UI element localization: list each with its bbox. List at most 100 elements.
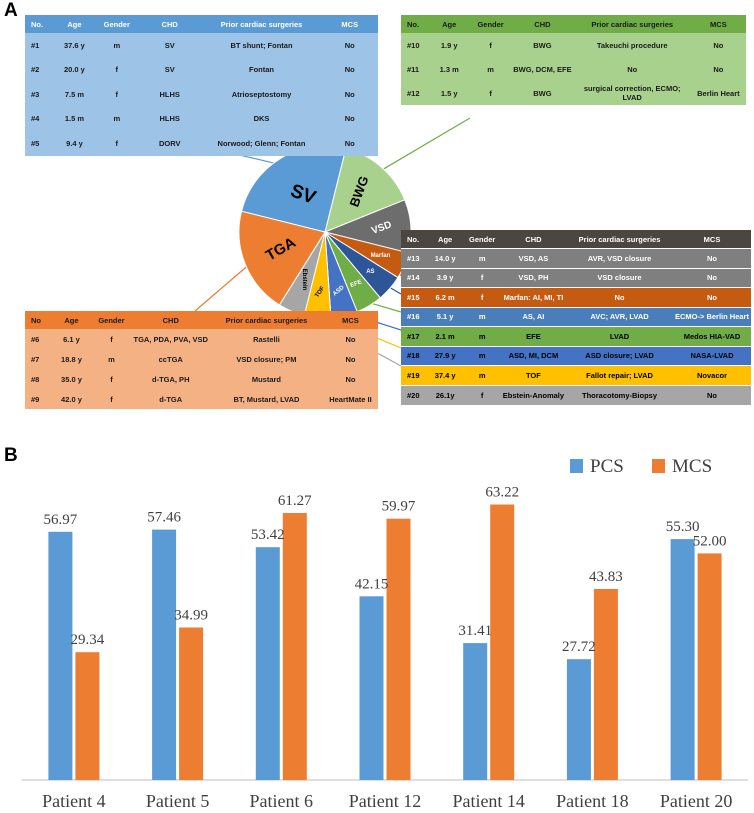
x-tick-label: Patient 6 bbox=[250, 791, 314, 811]
table-cell: HLHS bbox=[159, 89, 180, 99]
bar-mcs-patient-12 bbox=[386, 518, 411, 780]
column-header: No. bbox=[31, 19, 44, 29]
table-cell: 9.4 y bbox=[66, 138, 83, 148]
bar-chart-bars bbox=[48, 504, 722, 780]
other-chd-patient-table: No. Age Gender CHD Prior cardiac surgeries MC… bbox=[401, 230, 751, 405]
legend-label-mcs: MCS bbox=[672, 456, 712, 477]
table-cell: 1.5 m bbox=[64, 114, 84, 124]
connector-sv bbox=[204, 146, 286, 167]
table-cell: f bbox=[115, 138, 119, 148]
column-header: MCS bbox=[703, 234, 721, 244]
pie-label-tof: TOF bbox=[314, 285, 326, 298]
table-row: #4 1.5 m m HLHS DKS No bbox=[25, 106, 378, 131]
table-cell: 1.5 y bbox=[440, 88, 458, 98]
table-cell: m bbox=[478, 331, 486, 341]
table-cell: VSD, AS bbox=[518, 253, 549, 263]
column-header: MCS bbox=[342, 315, 359, 325]
table-cell: HLHS bbox=[159, 114, 180, 124]
table-row: #8 35.0 y f d-TGA, PH Mustard No bbox=[25, 369, 378, 389]
table-cell: SV bbox=[164, 65, 175, 75]
table-cell: EFE bbox=[526, 331, 541, 341]
bar-pcs-patient-6 bbox=[255, 547, 280, 780]
table-cell: 42.0 y bbox=[61, 394, 82, 404]
table-cell: Mustard bbox=[251, 374, 282, 384]
connector-other bbox=[317, 312, 402, 349]
table-cell: VSD, PH bbox=[518, 273, 549, 283]
table-row: #15 6.2 m f Marfan: AI, MI, TI No No bbox=[401, 287, 751, 307]
table-cell: 6.2 m bbox=[435, 292, 455, 302]
legend-swatch-mcs bbox=[652, 459, 665, 473]
table-cell: 26.1y bbox=[435, 390, 455, 400]
column-header: Age bbox=[67, 19, 82, 29]
table-cell: No bbox=[344, 65, 355, 75]
table-cell: BT shunt; Fontan bbox=[230, 40, 293, 50]
x-tick-label: Patient 4 bbox=[42, 791, 106, 811]
table-cell: surgical correction, ECMO; LVAD bbox=[583, 84, 681, 102]
bar-chart: 56.97 29.34 Patient 4 57.46 34.99 Patient 5 53… bbox=[22, 456, 748, 811]
table-cell: ECMO-> Berlin Heart bbox=[675, 312, 749, 322]
connector-other bbox=[343, 311, 402, 331]
table-cell: 18.8 y bbox=[61, 354, 82, 364]
table-cell: TOF bbox=[525, 370, 541, 380]
table-cell: f bbox=[480, 292, 484, 302]
bar-value-label: 55.30 bbox=[666, 519, 700, 535]
table-cell: f bbox=[480, 390, 484, 400]
table-cell: m bbox=[113, 114, 121, 124]
table-cell: #14 bbox=[407, 273, 420, 283]
table-cell: No bbox=[706, 390, 717, 400]
column-header: No. bbox=[407, 19, 420, 29]
table-cell: AVR, VSD closure bbox=[587, 253, 652, 263]
table-cell: No bbox=[706, 273, 717, 283]
pie-slice-tga bbox=[238, 210, 326, 306]
table-cell: No bbox=[344, 40, 355, 50]
table-cell: #19 bbox=[407, 370, 420, 380]
table-cell: f bbox=[110, 394, 113, 404]
bar-value-label: 34.99 bbox=[174, 608, 208, 624]
table-cell: 20.0 y bbox=[63, 65, 85, 75]
legend-label-pcs: PCS bbox=[590, 456, 624, 477]
table-cell: Rastelli bbox=[253, 334, 280, 344]
table-cell: 1.3 m bbox=[439, 64, 459, 74]
bar-value-label: 29.34 bbox=[71, 632, 105, 648]
pie-slice-sv bbox=[240, 145, 347, 233]
x-tick-label: Patient 5 bbox=[146, 791, 210, 811]
other-table-body: #13 14.0 y m VSD, AS AVR, VSD closure No #14 3.… bbox=[401, 248, 751, 405]
table-cell: m bbox=[478, 351, 486, 361]
table-cell: 6.1 y bbox=[63, 334, 80, 344]
pie-label-as: AS bbox=[366, 269, 374, 275]
table-cell: VSD closure bbox=[597, 273, 642, 283]
pie-label-efe: EFE bbox=[350, 279, 363, 289]
bar-mcs-patient-4 bbox=[75, 652, 100, 780]
sv-patient-table: No. Age Gender CHD Prior cardiac surgeries MC… bbox=[25, 15, 378, 156]
pie-slices bbox=[238, 145, 412, 319]
table-cell: 14.0 y bbox=[434, 253, 456, 263]
bar-value-label: 43.83 bbox=[589, 569, 623, 585]
table-row: #11 1.3 m m BWG, DCM, EFE No No bbox=[401, 57, 746, 81]
table-cell: #4 bbox=[31, 114, 40, 124]
x-tick-label: Patient 18 bbox=[556, 791, 629, 811]
column-header: CHD bbox=[525, 234, 542, 244]
column-header: MCS bbox=[341, 19, 359, 29]
table-cell: NASA-LVAD bbox=[690, 351, 734, 361]
table-cell: #3 bbox=[31, 89, 40, 99]
table-cell: ccTGA bbox=[158, 354, 183, 364]
table-cell: m bbox=[478, 370, 486, 380]
table-cell: Atrioseptostomy bbox=[231, 89, 292, 99]
bar-pcs-patient-18 bbox=[566, 659, 591, 780]
bwg-table-header: No. Age Gender CHD Prior cardiac surgeries MC… bbox=[401, 15, 746, 33]
bar-mcs-patient-6 bbox=[282, 513, 307, 780]
table-cell: Ebstein-Anomaly bbox=[502, 390, 565, 400]
table-cell: Berlin Heart bbox=[697, 88, 740, 98]
table-cell: LVAD bbox=[609, 331, 630, 341]
pie-label-ebstein: Ebstein bbox=[301, 269, 307, 291]
table-cell: BWG bbox=[533, 88, 552, 98]
column-header: CHD bbox=[161, 19, 178, 29]
table-row: #3 7.5 m f HLHS Atrioseptostomy No bbox=[25, 82, 378, 107]
table-cell: No bbox=[627, 64, 638, 74]
table-cell: #17 bbox=[407, 331, 420, 341]
table-cell: m bbox=[108, 354, 115, 364]
column-header: Gender bbox=[98, 315, 125, 325]
table-cell: No bbox=[345, 374, 356, 384]
connector-bwg bbox=[375, 117, 471, 175]
table-cell: Norwood; Glenn; Fontan bbox=[217, 138, 306, 148]
